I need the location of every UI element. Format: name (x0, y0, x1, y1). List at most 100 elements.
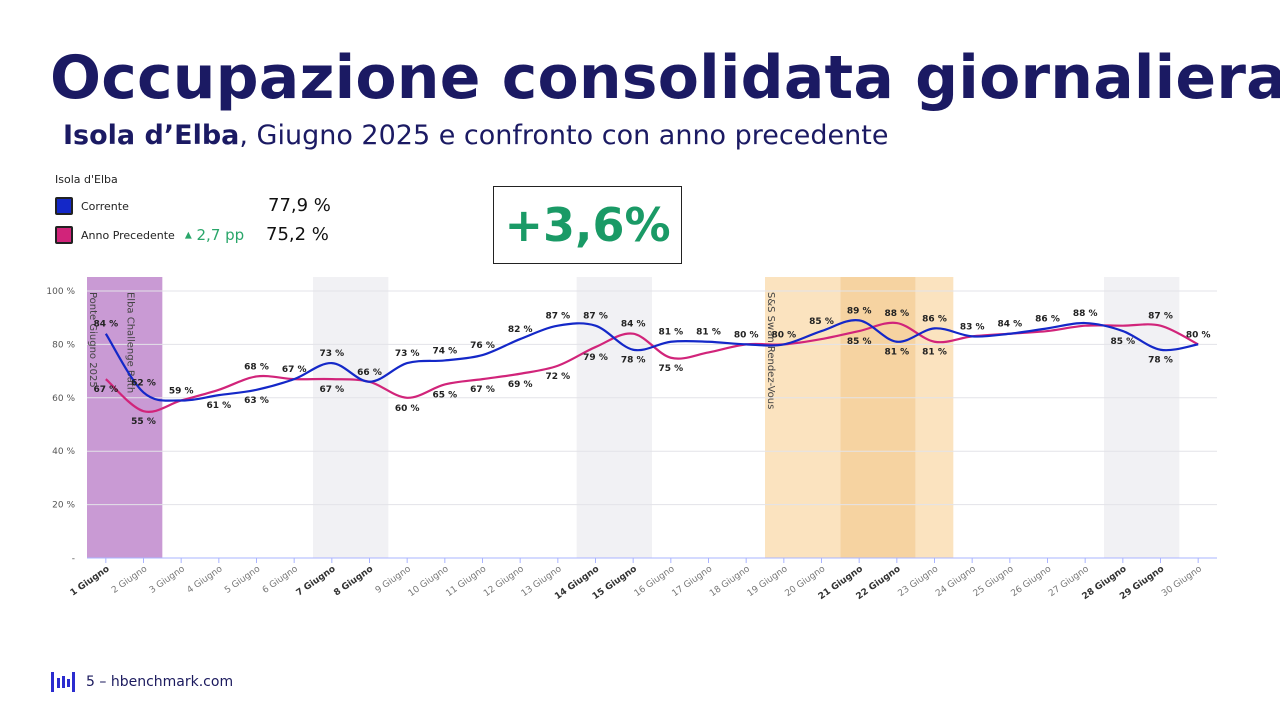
data-label-precedente-7: 67 % (319, 385, 344, 395)
data-label-corrente-30: 80 % (1186, 330, 1211, 340)
data-label-precedente-1: 67 % (93, 385, 118, 395)
data-label-corrente-8: 66 % (357, 368, 382, 378)
subtitle-location: Isola d’Elba (63, 120, 240, 151)
data-label-precedente-10: 65 % (432, 390, 457, 400)
y-tick-label-60: 60 % (52, 394, 75, 404)
legend-label-current: Corrente (81, 199, 129, 213)
y-tick-label-100: 100 % (46, 287, 75, 297)
legend-delta: ▲ 2,7 pp (185, 226, 244, 244)
footer: 5 – hbenchmark.com (50, 670, 233, 694)
x-tick-label-18: 18 Giugno (708, 564, 752, 599)
page-title: Occupazione consolidata giornaliera (50, 43, 1280, 113)
x-tick-label-16: 16 Giugno (633, 564, 677, 599)
x-tick-label-23: 23 Giugno (896, 564, 940, 599)
data-label-corrente-11: 76 % (470, 341, 495, 351)
data-label-precedente-12: 69 % (508, 380, 533, 390)
highlight-band-1 (313, 277, 389, 558)
footer-site: hbenchmark.com (110, 674, 234, 690)
legend-swatch-current (55, 197, 73, 215)
data-label-corrente-16: 81 % (658, 328, 683, 338)
data-label-corrente-26: 86 % (1035, 314, 1060, 324)
data-label-corrente-22: 81 % (884, 348, 909, 358)
data-label-corrente-21: 89 % (847, 306, 872, 316)
x-tick-label-17: 17 Giugno (670, 564, 714, 599)
data-label-precedente-14: 79 % (583, 353, 608, 363)
data-label-corrente-3: 59 % (169, 386, 194, 396)
x-tick-label-10: 10 Giugno (407, 564, 451, 599)
legend-swatch-previous (55, 226, 73, 244)
data-label-corrente-17: 81 % (696, 328, 721, 338)
hbenchmark-logo-icon (51, 672, 75, 692)
data-label-precedente-15: 84 % (621, 320, 646, 330)
footer-text: 5 – hbenchmark.com (86, 674, 233, 690)
data-label-precedente-29: 87 % (1148, 312, 1173, 322)
page-number: 5 (86, 674, 95, 690)
y-tick-label-40: 40 % (52, 447, 75, 457)
x-tick-label-4: 4 Giugno (185, 564, 224, 596)
legend-title: Isola d'Elba (55, 173, 118, 186)
data-label-corrente-5: 63 % (244, 396, 269, 406)
highlight-band-3 (765, 277, 841, 558)
x-tick-label-30: 30 Giugno (1160, 564, 1204, 599)
x-tick-label-5: 5 Giugno (223, 564, 262, 596)
data-label-corrente-7: 73 % (319, 349, 344, 359)
data-label-precedente-5: 68 % (244, 362, 269, 372)
data-label-corrente-24: 83 % (960, 322, 985, 332)
subtitle-period: , Giugno 2025 e confronto con anno prece… (239, 120, 889, 151)
x-tick-label-3: 3 Giugno (148, 564, 187, 596)
event-label-0: Ponte Giugno 2025 (87, 292, 98, 388)
event-label-1: Elba Challenge Bath (125, 292, 136, 393)
data-label-corrente-28: 85 % (1110, 337, 1135, 347)
legend-value-current: 77,9 % (268, 195, 331, 216)
x-tick-label-11: 11 Giugno (444, 564, 488, 599)
x-tick-label-8: 8 Giugno (332, 564, 375, 598)
highlight-box: +3,6% (493, 186, 682, 264)
triangle-up-icon: ▲ (184, 230, 192, 241)
x-tick-label-2: 2 Giugno (110, 564, 149, 596)
x-tick-label-26: 26 Giugno (1009, 564, 1053, 599)
highlight-value: +3,6% (504, 198, 671, 252)
event-label-2: S&S Swan Rendez-Vous (765, 292, 776, 409)
x-tick-label-1: 1 Giugno (69, 564, 112, 598)
y-tick-label-20: 20 % (52, 501, 75, 511)
data-label-corrente-18: 80 % (734, 330, 759, 340)
data-label-corrente-23: 86 % (922, 314, 947, 324)
highlight-band-0 (87, 277, 163, 558)
series-line-corrente (104, 319, 1199, 402)
data-label-corrente-14: 87 % (583, 312, 608, 322)
data-label-corrente-9: 73 % (395, 349, 420, 359)
data-label-corrente-25: 84 % (997, 320, 1022, 330)
highlight-band-5 (915, 277, 954, 558)
x-tick-label-12: 12 Giugno (482, 564, 526, 599)
data-label-precedente-9: 60 % (395, 404, 420, 414)
data-label-precedente-23: 81 % (922, 348, 947, 358)
legend-value-previous: 75,2 % (266, 224, 329, 245)
data-label-corrente-19: 80 % (771, 330, 796, 340)
x-tick-label-7: 7 Giugno (295, 564, 338, 598)
legend-label-previous: Anno Precedente (81, 228, 175, 242)
y-tick-label-0: - (72, 554, 75, 564)
data-label-corrente-12: 82 % (508, 325, 533, 335)
data-label-corrente-1: 84 % (93, 320, 118, 330)
legend-item-current[interactable]: Corrente (55, 195, 129, 217)
highlight-band-4 (840, 277, 916, 558)
data-label-corrente-20: 85 % (809, 317, 834, 327)
data-label-corrente-15: 78 % (621, 356, 646, 366)
legend-item-previous[interactable]: Anno Precedente ▲ 2,7 pp (55, 224, 244, 246)
data-label-corrente-6: 67 % (282, 365, 307, 375)
data-label-precedente-16: 75 % (658, 364, 683, 374)
data-label-corrente-2: 62 % (131, 378, 156, 388)
page-subtitle: Isola d’Elba, Giugno 2025 e confronto co… (63, 118, 888, 154)
footer-separator: – (99, 674, 107, 690)
x-tick-label-19: 19 Giugno (746, 564, 790, 599)
data-label-precedente-2: 55 % (131, 417, 156, 427)
x-tick-label-25: 25 Giugno (972, 564, 1016, 599)
data-label-corrente-27: 88 % (1073, 309, 1098, 319)
x-tick-label-24: 24 Giugno (934, 564, 978, 599)
data-label-precedente-21: 85 % (847, 337, 872, 347)
legend-delta-value: 2,7 pp (196, 226, 245, 244)
data-label-corrente-13: 87 % (545, 312, 570, 322)
data-label-precedente-11: 67 % (470, 385, 495, 395)
data-label-precedente-22: 88 % (884, 309, 909, 319)
